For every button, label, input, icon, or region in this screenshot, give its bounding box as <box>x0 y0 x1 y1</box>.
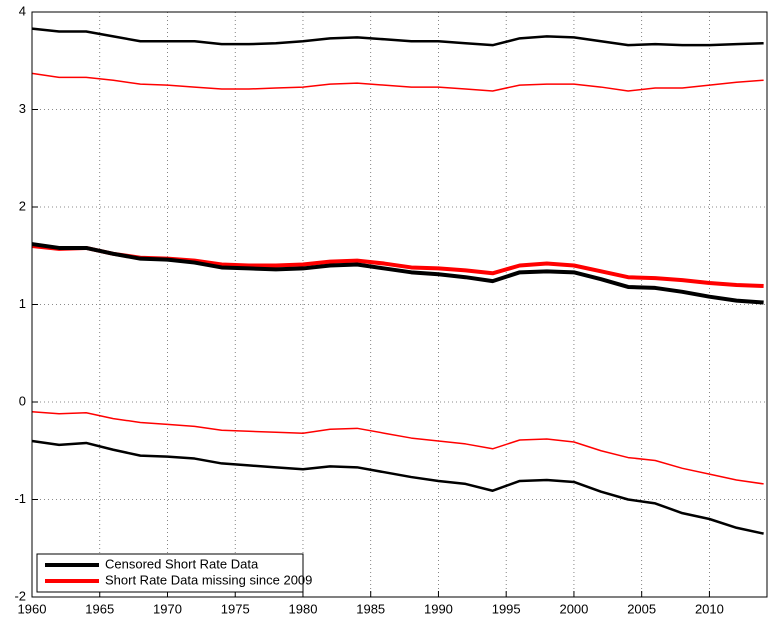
x-tick-label: 1985 <box>356 601 385 616</box>
x-tick-label: 2005 <box>627 601 656 616</box>
x-tick-label: 1975 <box>221 601 250 616</box>
x-tick-label: 1960 <box>18 601 47 616</box>
legend-label: Censored Short Rate Data <box>105 556 259 571</box>
plot-frame <box>31 11 768 598</box>
data-line <box>31 72 764 92</box>
x-tick-label: 1990 <box>424 601 453 616</box>
x-tick-label: 2000 <box>559 601 588 616</box>
x-tick-label: 1965 <box>85 601 114 616</box>
y-tick-label: -2 <box>14 588 26 603</box>
y-tick-label: 2 <box>19 198 26 213</box>
legend-box <box>36 553 304 593</box>
x-tick-label: 1970 <box>153 601 182 616</box>
x-tick-label: 1995 <box>492 601 521 616</box>
y-tick-label: 3 <box>19 101 26 116</box>
x-tick-label: 1980 <box>289 601 318 616</box>
legend-label: Short Rate Data missing since 2009 <box>105 572 312 587</box>
data-line <box>31 242 764 305</box>
y-tick-label: -1 <box>14 491 26 506</box>
y-tick-label: 0 <box>19 393 26 408</box>
y-tick-label: 1 <box>19 296 26 311</box>
y-tick-label: 4 <box>19 3 26 18</box>
x-tick-label: 2010 <box>695 601 724 616</box>
data-line <box>31 439 764 535</box>
data-line <box>31 27 764 47</box>
data-line <box>31 411 764 485</box>
